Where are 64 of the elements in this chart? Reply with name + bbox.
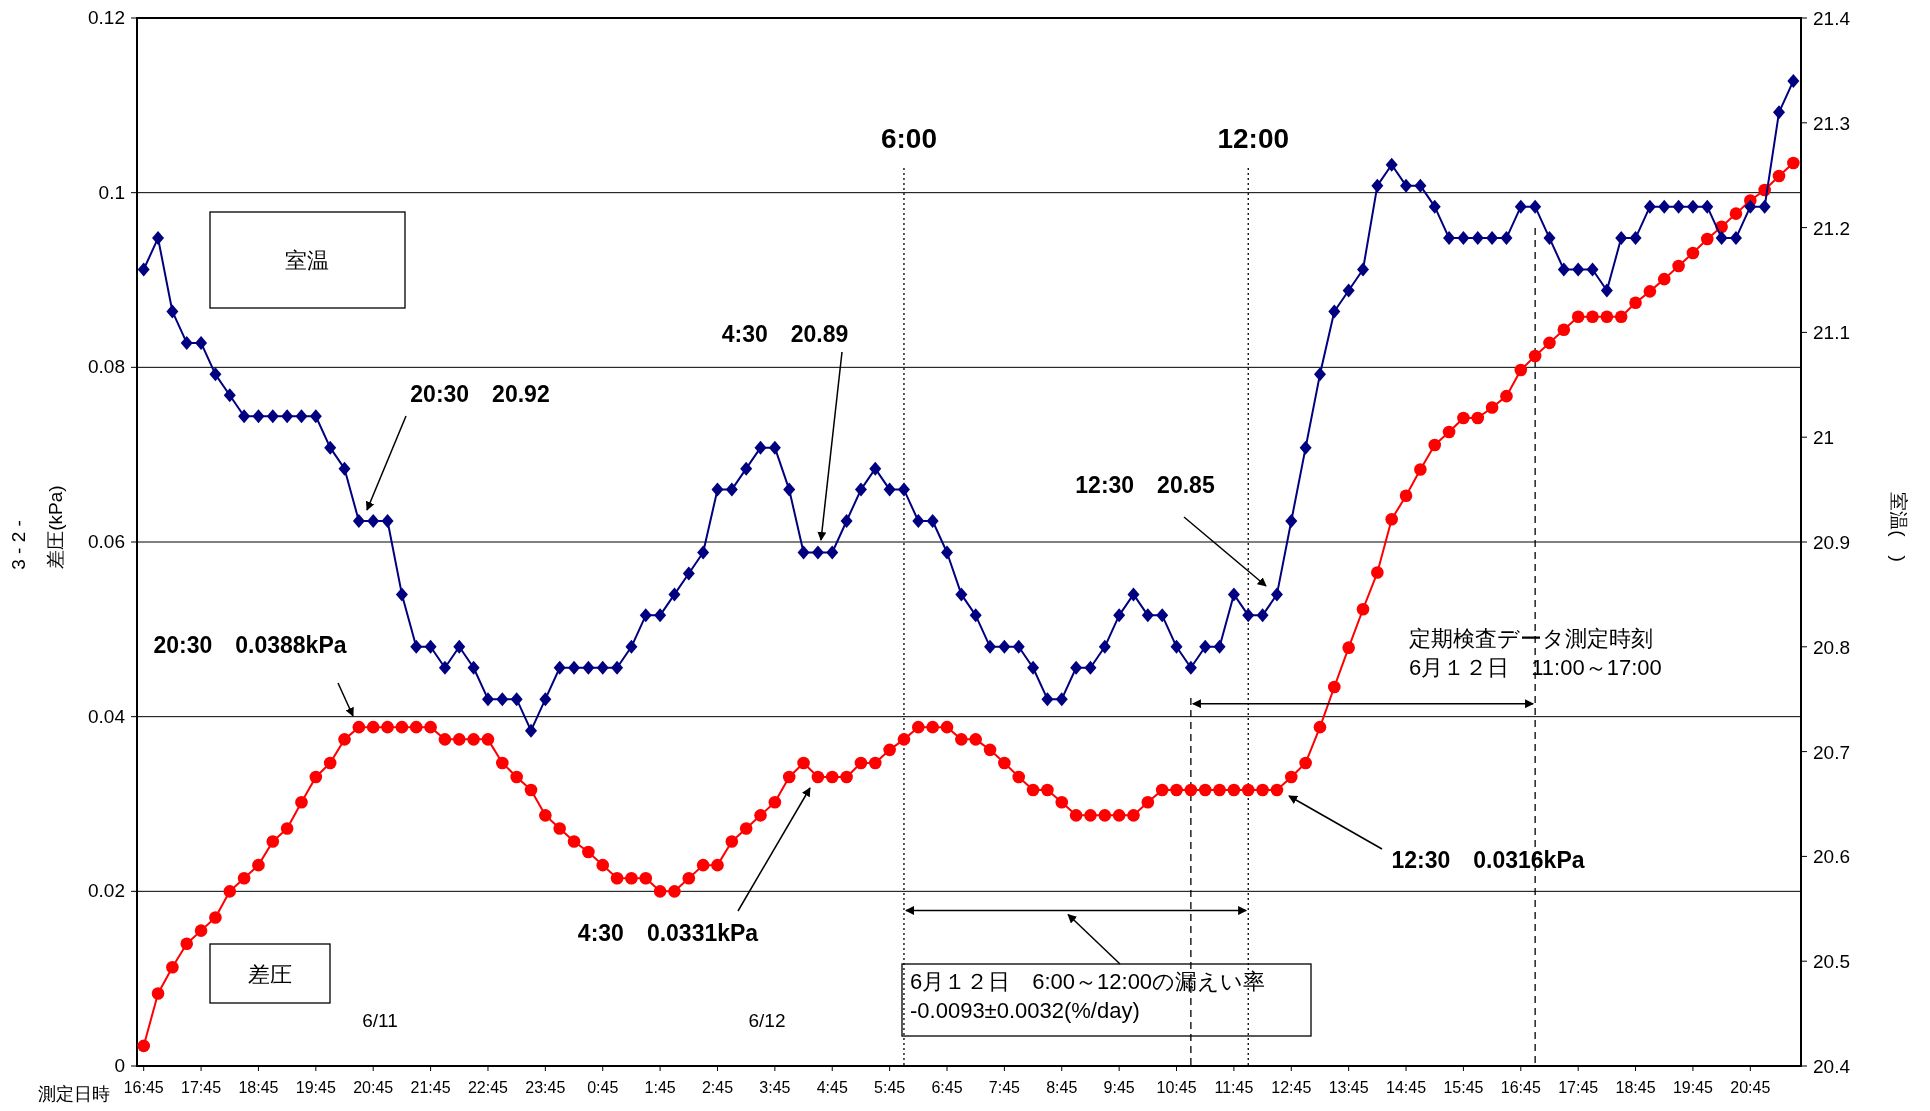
x-tick-label: 23:45: [525, 1079, 566, 1096]
annotation: 6月１２日 6:00～12:00の漏えい率 -0.0093±0.0032(%/day): [910, 969, 1266, 1023]
x-tick-label: 10:45: [1156, 1079, 1197, 1096]
ref-line-label: 6:00: [880, 123, 937, 154]
x-tick-label: 14:45: [1386, 1079, 1427, 1096]
annotation: 20:30 0.0388kPa: [153, 632, 347, 658]
x-tick-label: 3:45: [759, 1079, 791, 1096]
y-tick-label: 0.02: [88, 880, 125, 902]
y2-tick-label: 20.5: [1813, 951, 1850, 973]
annotation: 6/11: [362, 1010, 398, 1031]
x-tick-label: 22:45: [467, 1079, 509, 1096]
y2-tick-label: 20.9: [1813, 532, 1850, 553]
x-tick-label: 1:45: [644, 1079, 676, 1096]
annotation: 差圧: [248, 962, 292, 987]
annotation: 20:30 20.92: [410, 381, 550, 407]
y2-tick-label: 20.4: [1813, 1056, 1851, 1077]
annotation: 6/12: [748, 1010, 786, 1031]
x-tick-label: 18:45: [1615, 1079, 1656, 1096]
x-tick-label: 21:45: [410, 1079, 451, 1096]
text: 3 - 2 -: [8, 520, 29, 570]
annotation: 12:30 0.0316kPa: [1391, 847, 1585, 873]
x-tick-label: 19:45: [295, 1079, 336, 1096]
y-tick-label: 0.08: [88, 356, 125, 378]
x-tick-label: 18:45: [238, 1079, 279, 1096]
x-tick-label: 13:45: [1328, 1079, 1369, 1096]
annotation: 室温: [285, 248, 329, 273]
annotation: 4:30 0.0331kPa: [577, 920, 759, 946]
y2-tick-label: 20.8: [1813, 636, 1850, 658]
x-tick-label: 2:45: [701, 1079, 734, 1096]
x-tick-label: 8:45: [1046, 1079, 1078, 1096]
x-tick-label: 0:45: [587, 1079, 619, 1096]
x-tick-label: 15:45: [1443, 1079, 1484, 1096]
x-tick-label: 19:45: [1672, 1079, 1714, 1096]
x-axis-title: 測定日時: [38, 1084, 110, 1104]
y-tick-label: 0: [114, 1055, 125, 1076]
x-tick-label: 5:45: [874, 1079, 906, 1096]
y-axis-title: 差圧(kPa): [45, 485, 66, 569]
y2-axis-title: 室温( ): [1888, 492, 1909, 562]
x-tick-label: 6:45: [931, 1079, 963, 1096]
y2-tick-label: 21.1: [1813, 322, 1850, 344]
y-tick-label: 0.06: [88, 531, 125, 552]
y2-tick-label: 21.3: [1813, 112, 1850, 134]
x-tick-label: 17:45: [1558, 1079, 1599, 1096]
x-tick-label: 11:45: [1214, 1079, 1254, 1096]
x-tick-label: 16:45: [123, 1079, 164, 1096]
y2-tick-label: 21.4: [1813, 8, 1851, 29]
x-tick-label: 4:45: [816, 1079, 848, 1096]
x-tick-label: 9:45: [1103, 1079, 1135, 1096]
x-tick-label: 20:45: [1730, 1079, 1771, 1096]
annotation: 4:30 20.89: [721, 321, 849, 347]
y2-tick-label: 20.7: [1813, 741, 1850, 763]
y2-tick-label: 21: [1813, 427, 1835, 449]
x-tick-label: 20:45: [353, 1079, 394, 1096]
y2-tick-label: 20.6: [1813, 846, 1850, 868]
x-tick-label: 17:45: [181, 1079, 222, 1096]
x-tick-label: 7:45: [988, 1079, 1021, 1096]
x-tick-label: 16:45: [1500, 1079, 1541, 1096]
y-tick-label: 0.04: [88, 705, 126, 727]
y-tick-label: 0.1: [98, 181, 125, 203]
annotation: 12:30 20.85: [1075, 472, 1215, 498]
y2-tick-label: 21.2: [1813, 217, 1850, 239]
y-tick-label: 0.12: [88, 7, 125, 28]
x-tick-label: 12:45: [1271, 1079, 1312, 1096]
ref-line-label: 12:00: [1217, 123, 1290, 154]
